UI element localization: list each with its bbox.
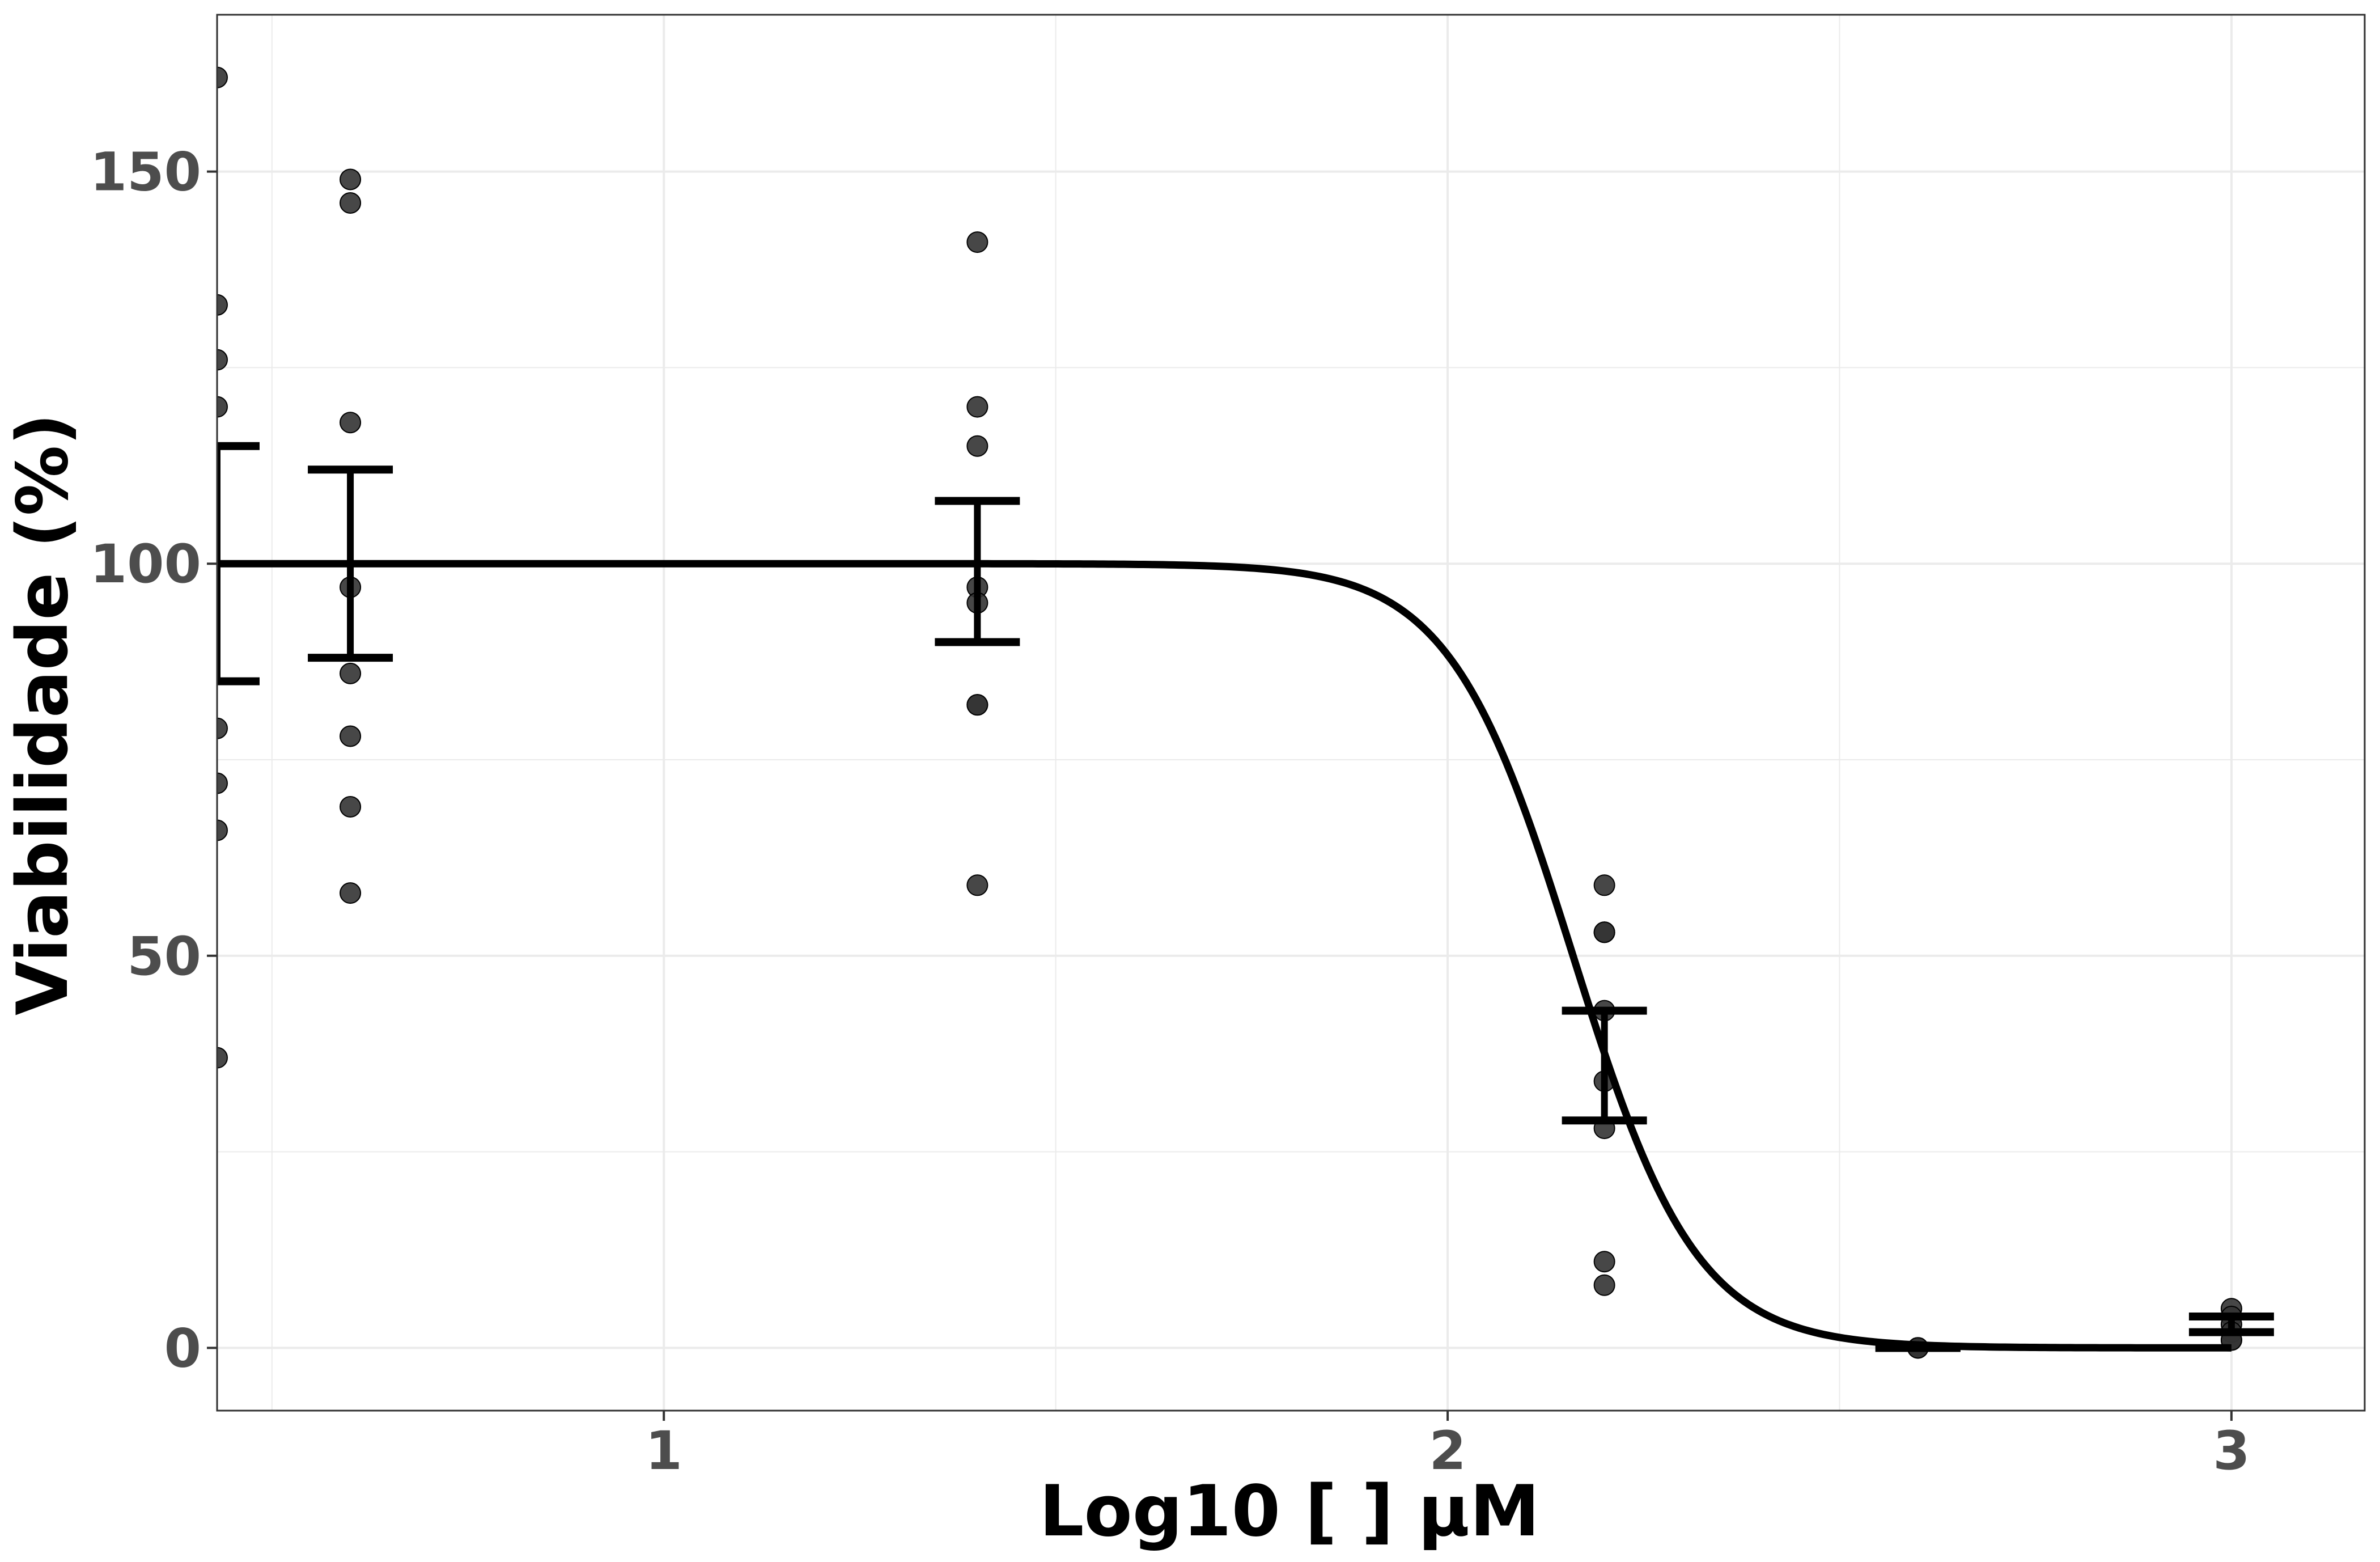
error-bar xyxy=(935,497,1020,646)
x-tick-label: 2 xyxy=(1429,1420,1466,1482)
y-axis-title: Viabilidade (%) xyxy=(2,413,84,1015)
data-point xyxy=(217,717,228,739)
data-point xyxy=(966,396,989,418)
panel-border xyxy=(216,14,2366,1412)
data-point xyxy=(966,694,989,716)
y-tick-label: 0 xyxy=(164,1318,201,1379)
data-point xyxy=(966,435,989,457)
data-point xyxy=(1593,1274,1615,1296)
fit-curve xyxy=(217,560,2231,1352)
data-point xyxy=(1593,921,1615,943)
data-point xyxy=(340,412,362,434)
error-bar xyxy=(1562,1006,1647,1125)
y-tick-label: 50 xyxy=(127,926,201,988)
data-point xyxy=(217,1047,228,1069)
error-bar xyxy=(2188,1313,2274,1336)
data-point xyxy=(340,168,362,191)
data-point xyxy=(340,662,362,684)
data-point xyxy=(217,66,228,88)
data-point xyxy=(217,819,228,841)
data-point xyxy=(966,874,989,896)
data-point xyxy=(340,725,362,747)
data-point xyxy=(966,231,989,253)
x-tick-label: 3 xyxy=(2213,1420,2250,1482)
data-point xyxy=(340,795,362,818)
y-tick-label: 150 xyxy=(90,142,201,204)
data-point xyxy=(217,349,228,371)
data-layer xyxy=(217,66,2274,1359)
x-tick-label: 1 xyxy=(646,1420,682,1482)
error-bar xyxy=(217,442,260,685)
data-point xyxy=(217,294,228,316)
data-point xyxy=(340,882,362,904)
error-bar xyxy=(308,465,393,662)
data-point xyxy=(217,772,228,794)
y-tick-label: 100 xyxy=(90,534,201,595)
data-point xyxy=(1593,1251,1615,1273)
data-point xyxy=(217,396,228,418)
axis-ticks: 0 50 100 150 1 2 3 xyxy=(90,142,2250,1482)
data-point xyxy=(1593,874,1615,896)
data-point xyxy=(340,192,362,214)
x-axis-title: Log10 [ ] µM xyxy=(1039,1471,1539,1552)
